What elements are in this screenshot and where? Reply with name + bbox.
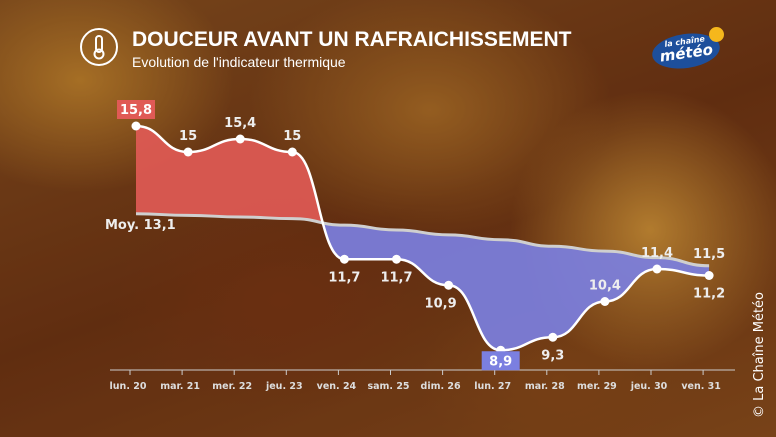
x-tick-label: jeu. 23 bbox=[265, 381, 303, 392]
chart-title: DOUCEUR AVANT UN RAFRAICHISSEMENT bbox=[132, 28, 572, 51]
data-label: 8,9 bbox=[489, 354, 512, 369]
data-label: 15 bbox=[283, 129, 301, 144]
average-line bbox=[135, 212, 710, 268]
thermometer-icon bbox=[80, 28, 118, 66]
x-tick-label: mer. 22 bbox=[212, 381, 252, 392]
data-label: 15 bbox=[179, 129, 197, 144]
chart-subtitle: Evolution de l'indicateur thermique bbox=[132, 54, 346, 70]
x-tick-label: ven. 24 bbox=[317, 381, 357, 392]
data-point bbox=[548, 332, 558, 342]
data-label: 9,3 bbox=[541, 348, 564, 363]
data-label: 11,4 bbox=[641, 246, 673, 261]
average-start-label: Moy. 13,1 bbox=[105, 218, 176, 233]
x-tick-label: ven. 31 bbox=[681, 381, 721, 392]
data-point bbox=[183, 147, 193, 157]
data-point bbox=[287, 147, 297, 157]
x-tick-label: sam. 25 bbox=[367, 381, 409, 392]
data-label: 11,7 bbox=[380, 270, 412, 285]
data-point bbox=[131, 121, 141, 131]
area-below-average bbox=[136, 213, 710, 351]
highlight-label-bg bbox=[117, 100, 155, 119]
data-point bbox=[652, 264, 662, 274]
data-point bbox=[444, 280, 454, 290]
x-tick-label: lun. 20 bbox=[110, 381, 147, 392]
x-tick-label: mar. 21 bbox=[160, 381, 200, 392]
data-label: 10,9 bbox=[425, 296, 457, 311]
logo-sun-icon bbox=[709, 27, 724, 42]
data-point bbox=[600, 297, 610, 306]
highlight-label-bg bbox=[481, 351, 520, 371]
x-tick-label: jeu. 30 bbox=[630, 381, 668, 392]
data-point bbox=[704, 271, 714, 280]
data-label: 10,4 bbox=[589, 279, 621, 294]
data-point bbox=[339, 254, 349, 264]
data-label: 15,8 bbox=[120, 103, 152, 118]
x-tick-label: lun. 27 bbox=[474, 381, 511, 392]
data-label: 11,7 bbox=[328, 270, 360, 285]
data-label: 15,4 bbox=[224, 116, 256, 131]
x-tick-label: mer. 29 bbox=[577, 381, 617, 392]
x-tick-label: mar. 28 bbox=[525, 381, 565, 392]
data-point bbox=[392, 254, 401, 264]
average-end-label: 11,5 bbox=[693, 247, 725, 262]
data-point bbox=[235, 134, 245, 144]
x-tick-label: dim. 26 bbox=[421, 381, 461, 392]
data-label: 11,2 bbox=[693, 287, 725, 302]
